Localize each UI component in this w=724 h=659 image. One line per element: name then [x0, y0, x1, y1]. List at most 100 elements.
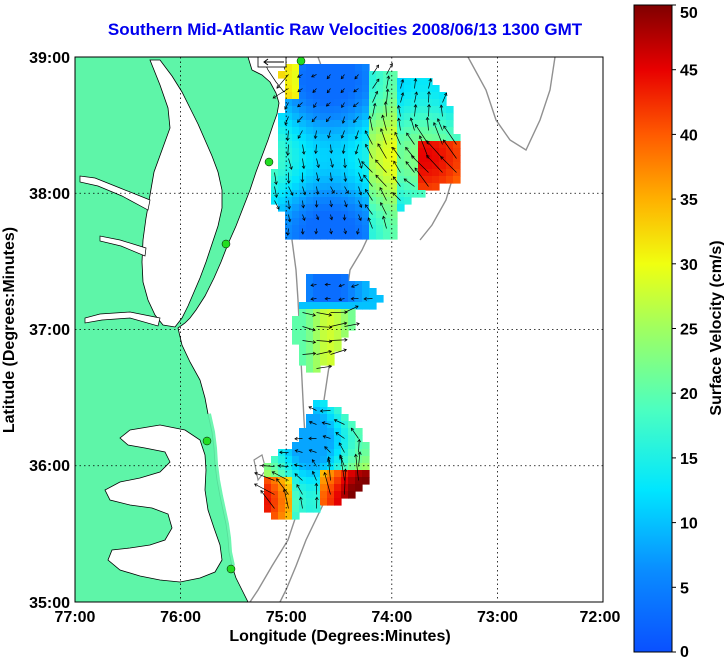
velocity-cell — [341, 78, 349, 86]
velocity-cell — [334, 337, 342, 345]
velocity-cell — [425, 141, 433, 149]
velocity-cell — [320, 400, 328, 408]
potomac-river — [79, 175, 151, 211]
colorbar-tick-label: 15 — [680, 451, 698, 468]
velocity-cell — [390, 197, 398, 205]
velocity-cell — [327, 204, 335, 212]
velocity-cell — [404, 176, 412, 184]
velocity-cell — [348, 309, 356, 317]
velocity-cell — [348, 288, 356, 296]
velocity-cell — [418, 106, 426, 114]
velocity-arrowhead — [314, 482, 319, 487]
velocity-cell — [355, 484, 363, 492]
velocity-arrow — [316, 172, 319, 182]
velocity-cell — [334, 176, 342, 184]
velocity-cell — [327, 442, 335, 450]
velocity-cell — [292, 491, 300, 499]
velocity-cell — [383, 155, 391, 163]
velocity-arrow — [330, 322, 347, 327]
velocity-arrowhead — [328, 364, 333, 369]
velocity-cell — [320, 78, 328, 86]
velocity-cell — [313, 470, 321, 478]
y-axis-label: Latitude (Degrees:Minutes) — [1, 227, 18, 433]
velocity-arrow — [358, 158, 363, 169]
velocity-cell — [418, 78, 426, 86]
velocity-cell — [285, 491, 293, 499]
velocity-arrowhead — [328, 349, 333, 354]
velocity-cell — [397, 99, 405, 107]
velocity-cell — [397, 78, 405, 86]
velocity-cell — [418, 127, 426, 135]
velocity-cell — [376, 162, 384, 170]
velocity-arrow — [302, 144, 305, 155]
velocity-arrowhead — [343, 164, 347, 169]
velocity-cell — [313, 71, 321, 79]
lat-tick-label: 39:00 — [29, 50, 70, 67]
velocity-arrowhead — [355, 305, 359, 309]
velocity-cell — [453, 134, 461, 142]
velocity-arrow — [414, 91, 418, 103]
velocity-cell — [390, 176, 398, 184]
velocity-arrow — [400, 79, 404, 89]
velocity-arrowhead — [425, 116, 430, 121]
velocity-cell — [264, 470, 272, 478]
velocity-cell — [411, 141, 419, 149]
velocity-arrow — [426, 155, 443, 173]
velocity-cell — [341, 442, 349, 450]
velocity-cell — [369, 218, 377, 226]
velocity-cell — [425, 155, 433, 163]
velocity-cell — [334, 148, 342, 156]
velocity-cell — [355, 92, 363, 100]
velocity-cell — [313, 302, 321, 310]
velocity-arrowhead — [297, 103, 301, 108]
velocity-cell — [348, 162, 356, 170]
velocity-cell — [390, 225, 398, 233]
velocity-arrow — [288, 186, 294, 196]
velocity-arrowhead — [343, 230, 347, 235]
velocity-cell — [390, 106, 398, 114]
velocity-cell — [320, 225, 328, 233]
velocity-arrow — [357, 228, 359, 235]
velocity-cell — [313, 505, 321, 513]
lat-tick-labels: 39:00 38:00 37:00 36:00 35:00 — [29, 50, 70, 612]
velocity-cell — [383, 176, 391, 184]
velocity-arrowhead — [272, 95, 277, 99]
velocity-arrowhead — [276, 478, 280, 482]
velocity-cell — [348, 456, 356, 464]
velocity-cell — [271, 498, 279, 506]
velocity-cell — [341, 274, 349, 282]
velocity-cell — [334, 302, 342, 310]
velocity-arrowhead — [335, 432, 339, 436]
velocity-cell — [376, 99, 384, 107]
velocity-cell — [313, 477, 321, 485]
velocity-cell — [299, 491, 307, 499]
velocity-cell — [327, 120, 335, 128]
velocity-cell — [299, 477, 307, 485]
velocity-arrow — [355, 454, 359, 481]
velocity-cell — [418, 92, 426, 100]
velocity-cell — [299, 316, 307, 324]
velocity-cell — [390, 85, 398, 93]
velocity-cell — [320, 344, 328, 352]
velocity-cell — [369, 232, 377, 240]
velocity-cell — [299, 449, 307, 457]
velocity-cell — [376, 71, 384, 79]
velocity-cell — [278, 477, 286, 485]
velocity-arrowhead — [356, 231, 360, 235]
velocity-arrow — [440, 105, 443, 117]
velocity-cell — [292, 323, 300, 331]
velocity-cell — [432, 155, 440, 163]
velocity-cell — [264, 463, 272, 471]
velocity-cell — [334, 323, 342, 331]
velocity-cell — [327, 85, 335, 93]
velocity-cell — [278, 484, 286, 492]
velocity-cell — [292, 204, 300, 212]
velocity-cell — [299, 78, 307, 86]
velocity-cell — [348, 470, 356, 478]
velocity-arrowhead — [363, 174, 367, 179]
velocity-cell — [320, 85, 328, 93]
velocity-cell — [348, 316, 356, 324]
velocity-cell — [334, 463, 342, 471]
velocity-cell — [383, 197, 391, 205]
velocity-cell — [453, 169, 461, 177]
